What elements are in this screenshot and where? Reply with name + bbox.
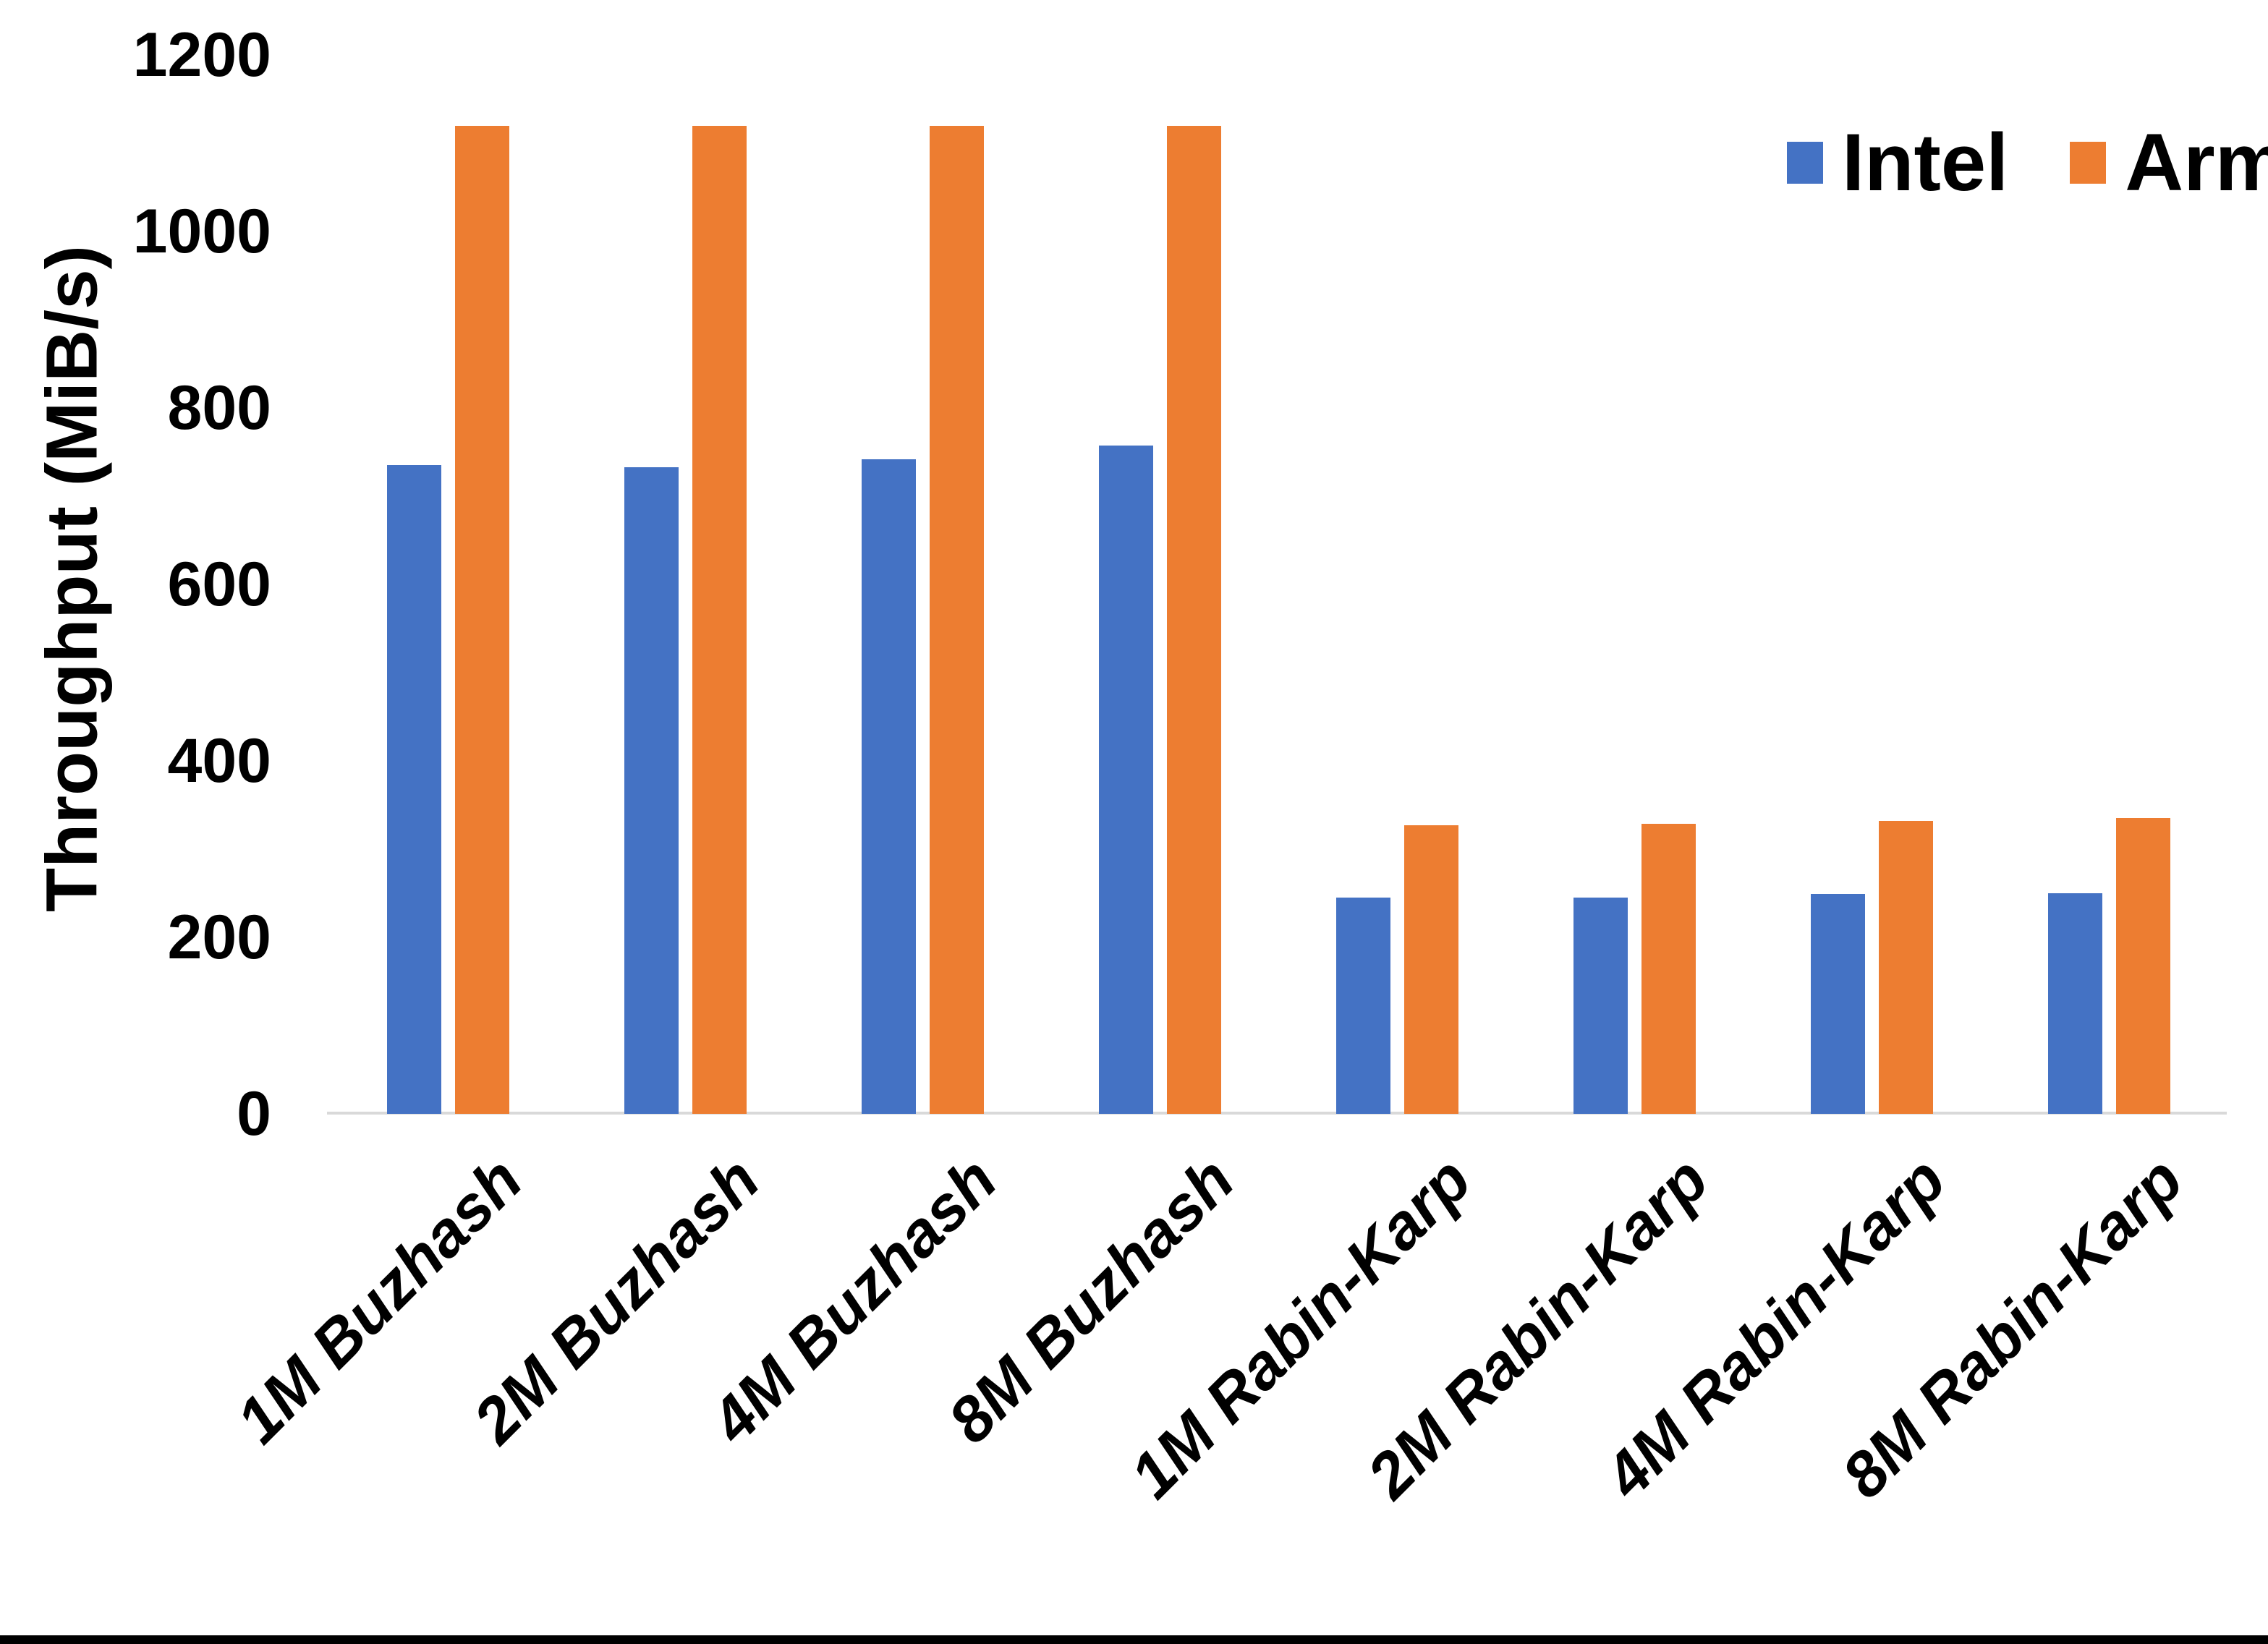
bar-arm-4m-buzhash — [930, 125, 984, 1114]
legend: Intel Arm — [1787, 119, 2268, 206]
x-axis-line — [327, 1112, 2227, 1115]
bar-arm-2m-buzhash — [692, 125, 747, 1114]
bottom-border — [0, 1635, 2268, 1644]
y-tick-label-600: 600 — [167, 550, 272, 619]
y-tick-label-1200: 1200 — [132, 20, 271, 90]
bar-arm-8m-buzhash — [1167, 125, 1221, 1114]
legend-swatch-arm — [2070, 142, 2107, 184]
bar-intel-1m-buzhash — [387, 465, 441, 1114]
legend-item-arm: Arm — [2070, 122, 2268, 203]
y-tick-label-800: 800 — [167, 373, 272, 443]
bar-intel-1m-rabin-karp — [1336, 898, 1390, 1114]
bar-intel-8m-rabin-karp — [2048, 893, 2102, 1114]
y-tick-label-0: 0 — [237, 1079, 271, 1149]
bar-intel-2m-buzhash — [624, 467, 679, 1114]
bar-arm-8m-rabin-karp — [2116, 818, 2170, 1114]
bar-arm-4m-rabin-karp — [1879, 820, 1933, 1114]
legend-label-arm: Arm — [2125, 117, 2268, 208]
y-tick-label-1000: 1000 — [132, 197, 271, 266]
bar-arm-2m-rabin-karp — [1641, 823, 1696, 1114]
bar-intel-8m-buzhash — [1099, 446, 1153, 1114]
legend-swatch-intel — [1787, 142, 1823, 184]
bar-arm-1m-buzhash — [455, 125, 509, 1114]
y-tick-label-200: 200 — [167, 903, 272, 972]
bar-intel-2m-rabin-karp — [1573, 898, 1628, 1114]
y-tick-label-400: 400 — [167, 726, 272, 796]
bar-arm-1m-rabin-karp — [1404, 825, 1458, 1114]
legend-item-intel: Intel — [1787, 122, 2008, 203]
legend-label-intel: Intel — [1842, 117, 2009, 208]
bar-intel-4m-rabin-karp — [1811, 894, 1865, 1114]
bar-intel-4m-buzhash — [862, 459, 916, 1114]
